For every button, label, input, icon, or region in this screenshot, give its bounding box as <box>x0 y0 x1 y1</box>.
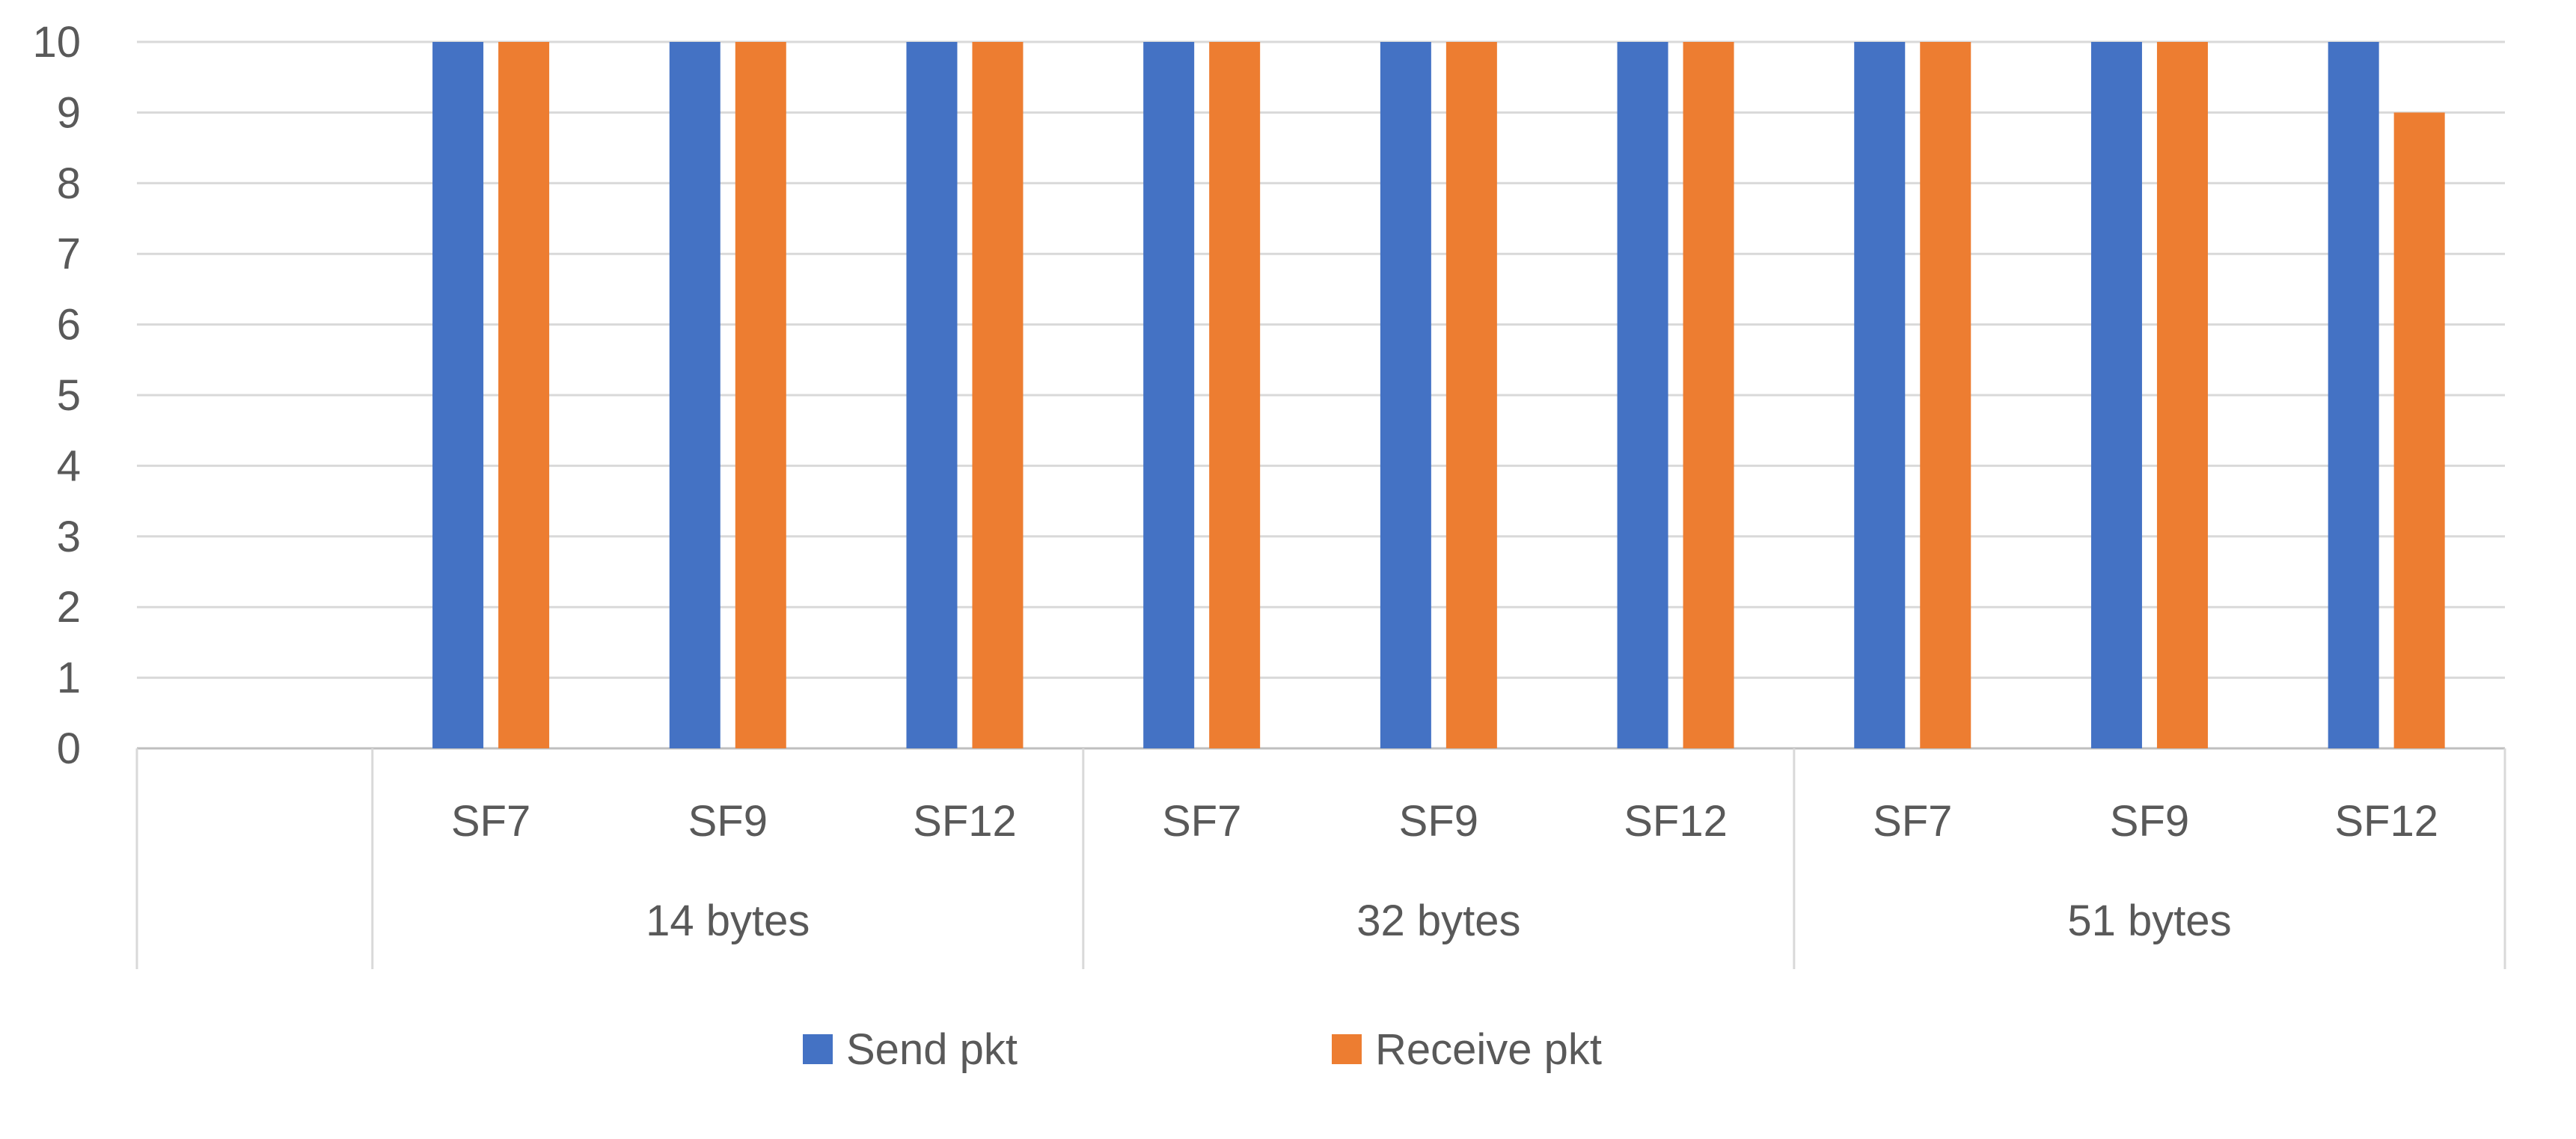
y-tick-label: 9 <box>57 88 81 137</box>
y-tick-label: 3 <box>57 513 81 561</box>
category-label: SF9 <box>1399 797 1478 846</box>
bar-receive-pkt <box>2393 112 2445 748</box>
category-label: SF12 <box>913 797 1017 846</box>
category-label: SF12 <box>2334 797 2438 846</box>
category-label: SF7 <box>451 797 530 846</box>
bar-receive-pkt <box>972 42 1024 748</box>
bar-receive-pkt <box>1920 42 1971 748</box>
y-tick-label: 8 <box>57 159 81 208</box>
category-label: SF9 <box>2110 797 2189 846</box>
bar-send-pkt <box>669 42 721 748</box>
bar-send-pkt <box>906 42 958 748</box>
bar-send-pkt <box>2328 42 2379 748</box>
legend-swatch <box>803 1034 833 1064</box>
group-label: 14 bytes <box>646 897 810 945</box>
bar-send-pkt <box>1380 42 1431 748</box>
legend-swatch <box>1332 1034 1362 1064</box>
legend-label: Send pkt <box>846 1025 1018 1074</box>
bar-send-pkt <box>1854 42 1906 748</box>
category-label: SF9 <box>688 797 768 846</box>
y-tick-label: 10 <box>32 18 81 67</box>
y-tick-label: 5 <box>57 371 81 420</box>
bar-receive-pkt <box>498 42 550 748</box>
legend-label: Receive pkt <box>1375 1025 1602 1074</box>
bar-send-pkt <box>1617 42 1668 748</box>
category-label: SF12 <box>1624 797 1728 846</box>
bar-receive-pkt <box>1209 42 1261 748</box>
y-tick-label: 1 <box>57 654 81 703</box>
group-label: 32 bytes <box>1356 897 1520 945</box>
y-tick-label: 4 <box>57 442 81 490</box>
bar-receive-pkt <box>1683 42 1734 748</box>
category-label: SF7 <box>1873 797 1952 846</box>
bar-receive-pkt <box>2156 42 2208 748</box>
y-tick-label: 6 <box>57 301 81 349</box>
category-label: SF7 <box>1162 797 1241 846</box>
y-tick-label: 7 <box>57 230 81 278</box>
y-tick-label: 2 <box>57 583 81 632</box>
bar-receive-pkt <box>1445 42 1497 748</box>
bar-send-pkt <box>2090 42 2142 748</box>
bar-receive-pkt <box>735 42 786 748</box>
y-tick-label: 0 <box>57 724 81 773</box>
group-label: 51 bytes <box>2067 897 2231 945</box>
bar-send-pkt <box>432 42 484 748</box>
bar-send-pkt <box>1143 42 1195 748</box>
